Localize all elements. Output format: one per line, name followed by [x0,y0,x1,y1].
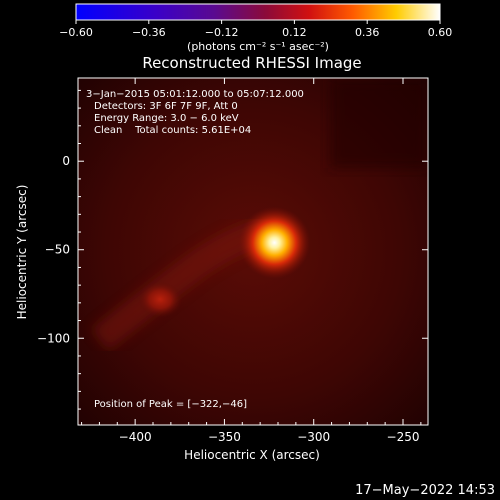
footer-timestamp: 17−May−2022 14:53 [355,483,495,498]
colorbar-ticks [75,20,441,24]
x-tick-label: −300 [297,430,330,444]
y-tick-label: 0 [62,154,70,168]
x-tick-label: −250 [387,430,420,444]
plot-frame [77,77,429,426]
y-tick-label: −100 [37,331,70,345]
info-annotation: 3−Jan−2015 05:01:12.000 to 05:07:12.000 … [86,89,304,136]
y-axis-label: Heliocentric Y (arcsec) [15,185,29,320]
x-tick-label: −400 [119,430,152,444]
annotation-energy: Energy Range: 3.0 − 6.0 keV [94,113,239,124]
secondary-source [138,281,183,318]
y-axis: 0 −50 −100 [37,89,428,410]
annotation-detectors: Detectors: 3F 6F 7F 9F, Att 0 [94,101,238,112]
colorbar-tick-label: −0.60 [59,26,93,39]
annotation-counts: Clean Total counts: 5.61E+04 [94,125,251,136]
colorbar-units: (photons cm⁻² s⁻¹ asec⁻²) [187,40,329,53]
x-axis-label: Heliocentric X (arcsec) [184,448,320,462]
x-tick-label: −350 [208,430,241,444]
peak-position-label: Position of Peak = [−322,−46] [94,399,247,410]
dark-corner-shade [330,78,428,168]
chart-title: Reconstructed RHESSI Image [142,54,361,72]
annotation-time-range: 3−Jan−2015 05:01:12.000 to 05:07:12.000 [86,89,304,100]
colorbar: −0.60 −0.36 −0.12 0.12 0.36 0.60 (photons cm⁻… [59,3,452,53]
colorbar-tick-label: 0.12 [282,26,307,39]
x-axis: −400 −350 −300 −250 [81,78,422,444]
colorbar-tick-label: −0.36 [132,26,166,39]
colorbar-tick-label: −0.12 [205,26,239,39]
colorbar-tick-label: 0.36 [355,26,380,39]
colorbar-gradient [75,3,441,21]
y-tick-label: −50 [45,243,70,257]
plot-area: −400 −350 −300 −250 0 −50 −100 [37,77,429,444]
colorbar-tick-labels: −0.60 −0.36 −0.12 0.12 0.36 0.60 [59,26,452,39]
peak-source [238,206,311,279]
colorbar-tick-label: 0.60 [428,26,453,39]
